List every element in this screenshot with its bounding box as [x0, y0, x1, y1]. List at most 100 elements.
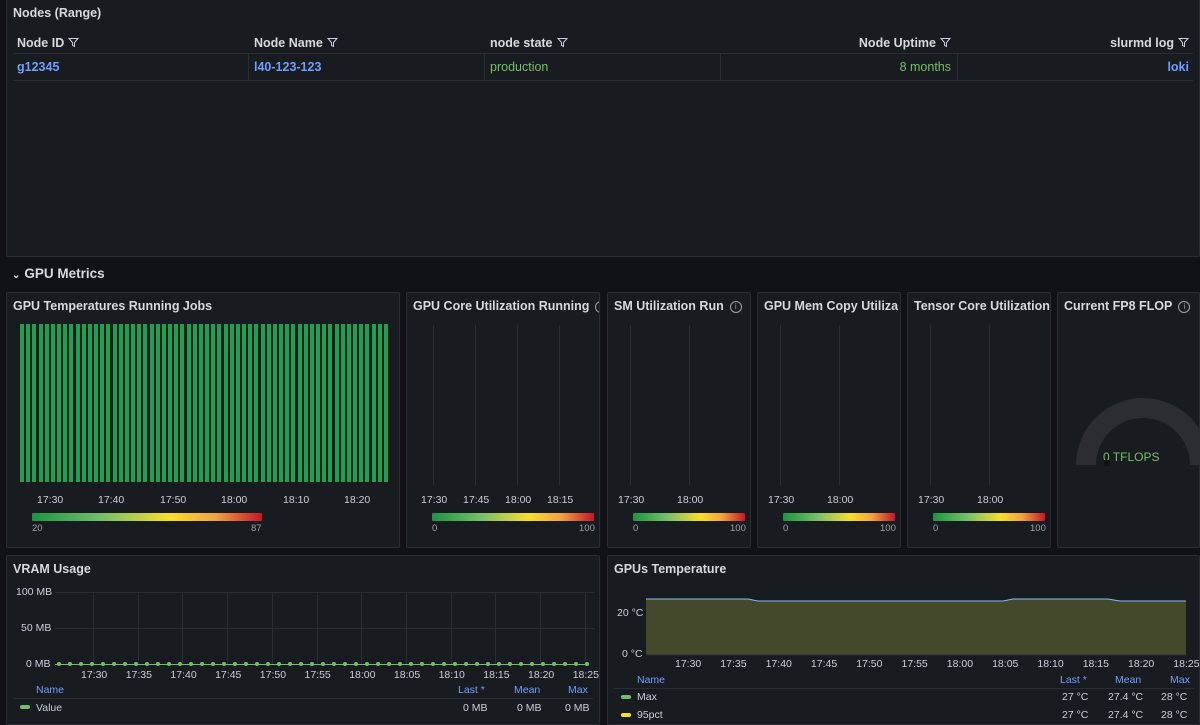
panel-title: GPUs Temperature — [614, 562, 727, 576]
x-tick: 18:05 — [992, 658, 1019, 670]
info-icon[interactable]: i — [729, 300, 742, 313]
vram-usage-panel: VRAM Usage 100 MB 50 MB 0 MB 17:30 17:35 1… — [6, 555, 600, 725]
cell-node-id[interactable]: g12345 — [17, 60, 60, 74]
x-tick: 17:50 — [259, 669, 287, 681]
cell-node-uptime: 8 months — [899, 60, 951, 74]
series-point — [178, 662, 182, 666]
grid-line — [630, 325, 631, 485]
heatmap-bar — [309, 324, 314, 482]
heatmap-bar — [63, 324, 68, 482]
legend-last-header[interactable]: Last * — [1060, 674, 1087, 686]
series-point — [541, 662, 545, 666]
legend-last: 27 °C — [1062, 709, 1089, 721]
heatmap-bar — [229, 324, 234, 482]
scale-min: 0 — [783, 523, 789, 534]
legend-name-header[interactable]: Name — [36, 684, 65, 696]
col-header-node-uptime[interactable]: Node Uptime — [859, 36, 952, 51]
grid-line — [780, 325, 781, 485]
heatmap-bar — [192, 324, 197, 482]
heatmap-bar — [118, 324, 123, 482]
heatmap-bar — [260, 324, 265, 482]
gpu-mem-copy-panel: GPU Mem Copy Utiliza 17:30 18:00 0 100 — [757, 292, 901, 548]
heatmap-bar — [353, 324, 358, 482]
filter-icon[interactable] — [1177, 37, 1190, 51]
x-tick: 17:30 — [918, 494, 945, 506]
heatmap-bar — [334, 324, 339, 482]
cell-slurmd-log[interactable]: loki — [1167, 60, 1189, 74]
filter-icon[interactable] — [68, 37, 80, 51]
x-tick: 18:00 — [505, 494, 532, 506]
heatmap-bar — [38, 324, 43, 482]
filter-icon[interactable] — [556, 37, 568, 51]
x-tick: 18:00 — [827, 494, 854, 506]
y-tick: 100 MB — [16, 586, 53, 598]
scale-min: 0 — [933, 523, 939, 534]
legend-series-name[interactable]: Value — [36, 702, 63, 714]
x-tick: 18:25 — [572, 669, 599, 681]
x-tick: 18:25 — [1173, 658, 1200, 670]
series-point — [134, 662, 138, 666]
cell-node-name[interactable]: l40-123-123 — [254, 60, 322, 74]
legend-name-header[interactable]: Name — [637, 674, 666, 686]
legend-mean-header[interactable]: Mean — [1115, 674, 1142, 686]
filter-icon[interactable] — [939, 37, 952, 51]
series-point — [398, 662, 402, 666]
col-label: Node Name — [254, 36, 323, 50]
x-tick: 17:30 — [618, 494, 645, 506]
gpu-metrics-row-header[interactable]: ⌄ GPU Metrics — [12, 266, 105, 281]
legend-max-header[interactable]: Max — [1170, 674, 1190, 686]
heatmap-bar — [266, 324, 271, 482]
series-point — [112, 662, 116, 666]
series-point — [530, 662, 534, 666]
scale-max: 87 — [251, 523, 262, 534]
panel-title: SM Utilization Run i — [614, 299, 742, 313]
series-point — [145, 662, 149, 666]
info-icon[interactable]: i — [595, 300, 599, 313]
series-point — [343, 662, 347, 666]
grid-line — [137, 592, 139, 664]
legend-series-name[interactable]: 95pct — [637, 709, 663, 721]
heatmap-bar — [69, 324, 74, 482]
x-tick: 18:20 — [1128, 658, 1155, 670]
x-tick: 18:10 — [438, 669, 465, 681]
color-scale — [432, 513, 594, 521]
heatmap-bars — [20, 324, 388, 482]
legend-max-header[interactable]: Max — [568, 684, 588, 696]
x-tick: 18:00 — [946, 658, 974, 670]
heatmap-bar — [328, 324, 333, 482]
heatmap-bar — [322, 324, 327, 482]
col-header-slurmd-log[interactable]: slurmd log — [1110, 36, 1190, 51]
x-tick: 18:10 — [283, 494, 310, 506]
col-header-node-name[interactable]: Node Name — [254, 36, 338, 51]
grid-line — [93, 592, 94, 664]
series-point — [387, 662, 391, 666]
heatmap-bar — [340, 324, 345, 482]
chevron-down-icon: ⌄ — [12, 270, 21, 281]
series-point — [332, 662, 336, 666]
legend-last-header[interactable]: Last * — [458, 684, 485, 696]
series-point — [57, 662, 61, 666]
x-tick: 17:30 — [768, 494, 795, 506]
legend-max: 28 °C — [1161, 709, 1188, 721]
series-point — [497, 662, 501, 666]
grid-line — [182, 592, 184, 664]
grid-line — [989, 325, 990, 485]
col-header-node-id[interactable]: Node ID — [17, 36, 80, 51]
legend-series-name[interactable]: Max — [637, 691, 657, 703]
filter-icon[interactable] — [326, 37, 338, 51]
info-icon[interactable]: i — [1178, 300, 1191, 313]
vertical-grid — [7, 592, 599, 664]
sm-util-panel: SM Utilization Run i 17:30 18:00 0 100 — [607, 292, 751, 548]
scale-min: 0 — [633, 523, 639, 534]
panel-title: VRAM Usage — [13, 562, 91, 576]
panel-title: Current FP8 FLOP i — [1064, 299, 1191, 313]
color-scale — [933, 513, 1045, 521]
grid-line — [495, 592, 497, 664]
legend-max: 28 °C — [1161, 691, 1188, 703]
legend-mean-header[interactable]: Mean — [514, 684, 541, 696]
x-tick: 17:55 — [901, 658, 928, 670]
heatmap-bar — [217, 324, 222, 482]
x-tick: 17:35 — [720, 658, 747, 670]
col-header-node-state[interactable]: node state — [490, 36, 568, 51]
scale-max: 100 — [730, 523, 746, 534]
